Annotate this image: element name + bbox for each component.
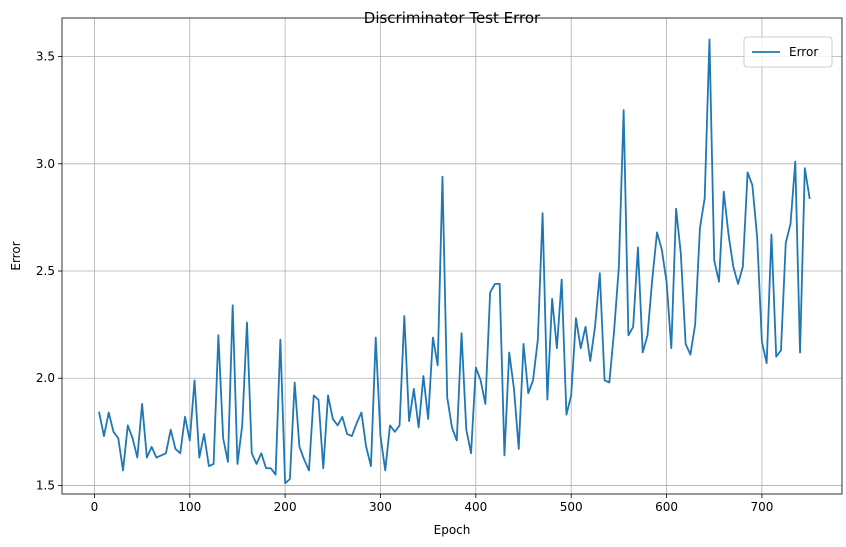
y-axis-label: Error [9, 241, 23, 270]
series-line-error [98, 38, 811, 485]
x-tick-label: 100 [178, 500, 201, 514]
x-tick-label: 0 [91, 500, 99, 514]
legend-box [743, 36, 833, 68]
x-axis-label: Epoch [434, 523, 471, 537]
chart-title: Discriminator Test Error [364, 9, 541, 27]
x-tick-label: 400 [464, 500, 487, 514]
y-tick-label: 1.5 [36, 478, 55, 492]
y-tick-label: 3.5 [36, 50, 55, 64]
grid [62, 18, 842, 494]
legend: Error [743, 36, 833, 68]
x-tick-label: 200 [274, 500, 297, 514]
y-tick-label: 3.0 [36, 157, 55, 171]
y-tick-label: 2.5 [36, 264, 55, 278]
series-layer [98, 38, 811, 485]
y-axis: 1.5 2.0 2.5 3.0 3.5 [36, 50, 62, 492]
x-tick-label: 300 [369, 500, 392, 514]
x-tick-label: 500 [560, 500, 583, 514]
plot-frame [61, 17, 843, 495]
x-tick-label: 700 [750, 500, 773, 514]
x-tick-label: 600 [655, 500, 678, 514]
y-tick-label: 2.0 [36, 371, 55, 385]
legend-label-error: Error [789, 45, 818, 59]
x-axis: 0 100 200 300 400 500 600 700 [91, 494, 773, 514]
